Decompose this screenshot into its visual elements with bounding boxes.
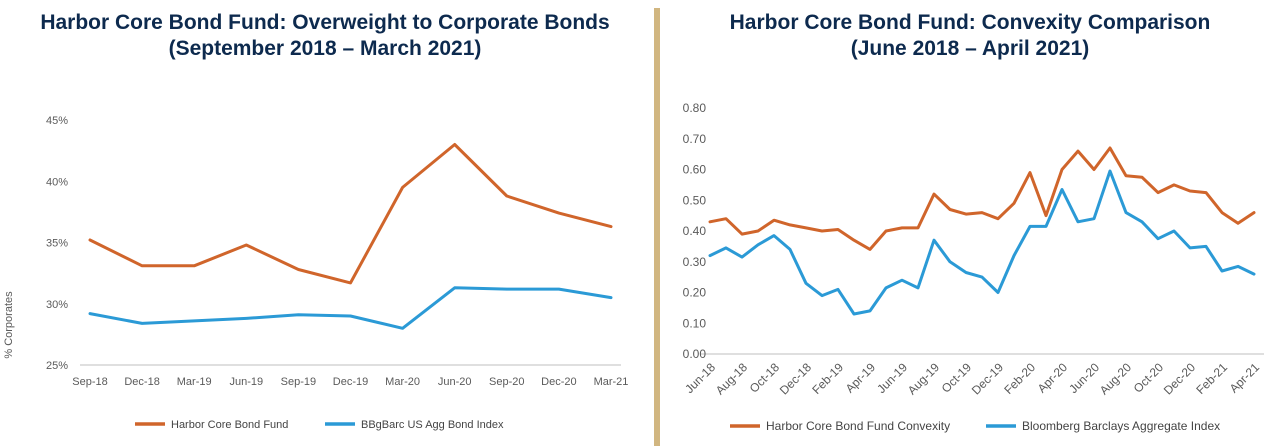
x-tick-label: Feb-19 xyxy=(809,360,846,397)
right-chart-title: Harbor Core Bond Fund: Convexity Compari… xyxy=(664,10,1276,62)
x-tick-label: Apr-20 xyxy=(1035,360,1071,396)
right-chart-title-line1: Harbor Core Bond Fund: Convexity Compari… xyxy=(729,11,1211,34)
x-tick-label: Jun-19 xyxy=(229,376,263,388)
panel-divider xyxy=(654,8,660,446)
x-tick-label: Dec-19 xyxy=(969,360,1006,397)
x-tick-label: Oct-19 xyxy=(939,360,975,396)
y-tick-label: 0.80 xyxy=(683,101,707,115)
x-tick-label: Jun-19 xyxy=(874,360,910,396)
right-chart-panel: Harbor Core Bond Fund: Convexity Compari… xyxy=(664,0,1276,446)
y-tick-label: 45% xyxy=(46,115,68,127)
x-tick-label: Dec-19 xyxy=(333,376,368,388)
y-tick-label: 0.40 xyxy=(683,224,707,238)
left-chart-panel: Harbor Core Bond Fund: Overweight to Cor… xyxy=(0,10,650,431)
x-tick-label: Dec-18 xyxy=(124,376,159,388)
x-tick-label: Oct-20 xyxy=(1131,360,1167,396)
y-tick-label: 40% xyxy=(46,176,68,188)
x-tick-label: Aug-19 xyxy=(905,360,942,397)
legend-label: BBgBarc US Agg Bond Index xyxy=(361,419,504,431)
x-tick-label: Jun-18 xyxy=(682,360,718,396)
right-chart-title-line2: (June 2018 – April 2021) xyxy=(850,37,1090,60)
x-tick-label: Dec-20 xyxy=(541,376,576,388)
x-tick-label: Dec-18 xyxy=(777,360,814,397)
y-tick-label: 0.60 xyxy=(683,163,707,177)
x-tick-label: Sep-18 xyxy=(72,376,107,388)
series-line xyxy=(708,169,1256,316)
x-tick-label: Aug-18 xyxy=(713,360,750,397)
y-tick-label: 0.00 xyxy=(683,347,707,361)
y-tick-label: 0.30 xyxy=(683,255,707,269)
x-tick-label: Sep-20 xyxy=(489,376,524,388)
y-tick-label: 35% xyxy=(46,238,68,250)
y-axis-title: % Corporates xyxy=(3,291,15,359)
left-line-chart: 25% 30% 35% 40% 45% % Corporates Sep-18 Dec-18 M… xyxy=(3,115,629,431)
x-tick-label: Apr-21 xyxy=(1227,360,1263,396)
x-tick-label: Jun-20 xyxy=(438,376,472,388)
y-tick-label: 0.20 xyxy=(683,286,707,300)
x-tick-label: Mar-20 xyxy=(385,376,420,388)
x-tick-label: Apr-19 xyxy=(843,360,879,396)
x-tick-label: Oct-18 xyxy=(747,360,783,396)
left-chart-title-line2: (September 2018 – March 2021) xyxy=(168,37,482,60)
y-tick-label: 25% xyxy=(46,360,68,372)
series-line xyxy=(88,143,613,285)
x-tick-label: Dec-20 xyxy=(1161,360,1198,397)
legend-label: Bloomberg Barclays Aggregate Index xyxy=(1022,419,1220,433)
x-tick-label: Feb-20 xyxy=(1001,360,1038,397)
x-tick-label: Feb-21 xyxy=(1193,360,1230,397)
left-chart-title: Harbor Core Bond Fund: Overweight to Cor… xyxy=(0,10,650,62)
y-tick-label: 0.70 xyxy=(683,132,707,146)
y-tick-label: 30% xyxy=(46,299,68,311)
legend-label: Harbor Core Bond Fund xyxy=(171,419,288,431)
x-tick-label: Mar-21 xyxy=(594,376,629,388)
right-line-chart: 0.00 0.10 0.20 0.30 0.40 0.50 0.60 0.70 0.80 Jun-… xyxy=(682,101,1264,433)
y-tick-label: 0.10 xyxy=(683,316,707,330)
series-line xyxy=(708,146,1256,251)
left-chart-title-line1: Harbor Core Bond Fund: Overweight to Cor… xyxy=(40,11,610,34)
y-tick-label: 0.50 xyxy=(683,193,707,207)
x-tick-label: Sep-19 xyxy=(281,376,316,388)
series-line xyxy=(88,286,613,330)
x-tick-label: Mar-19 xyxy=(177,376,212,388)
x-tick-label: Jun-20 xyxy=(1066,360,1102,396)
legend-label: Harbor Core Bond Fund Convexity xyxy=(766,419,950,433)
x-tick-label: Aug-20 xyxy=(1097,360,1134,397)
